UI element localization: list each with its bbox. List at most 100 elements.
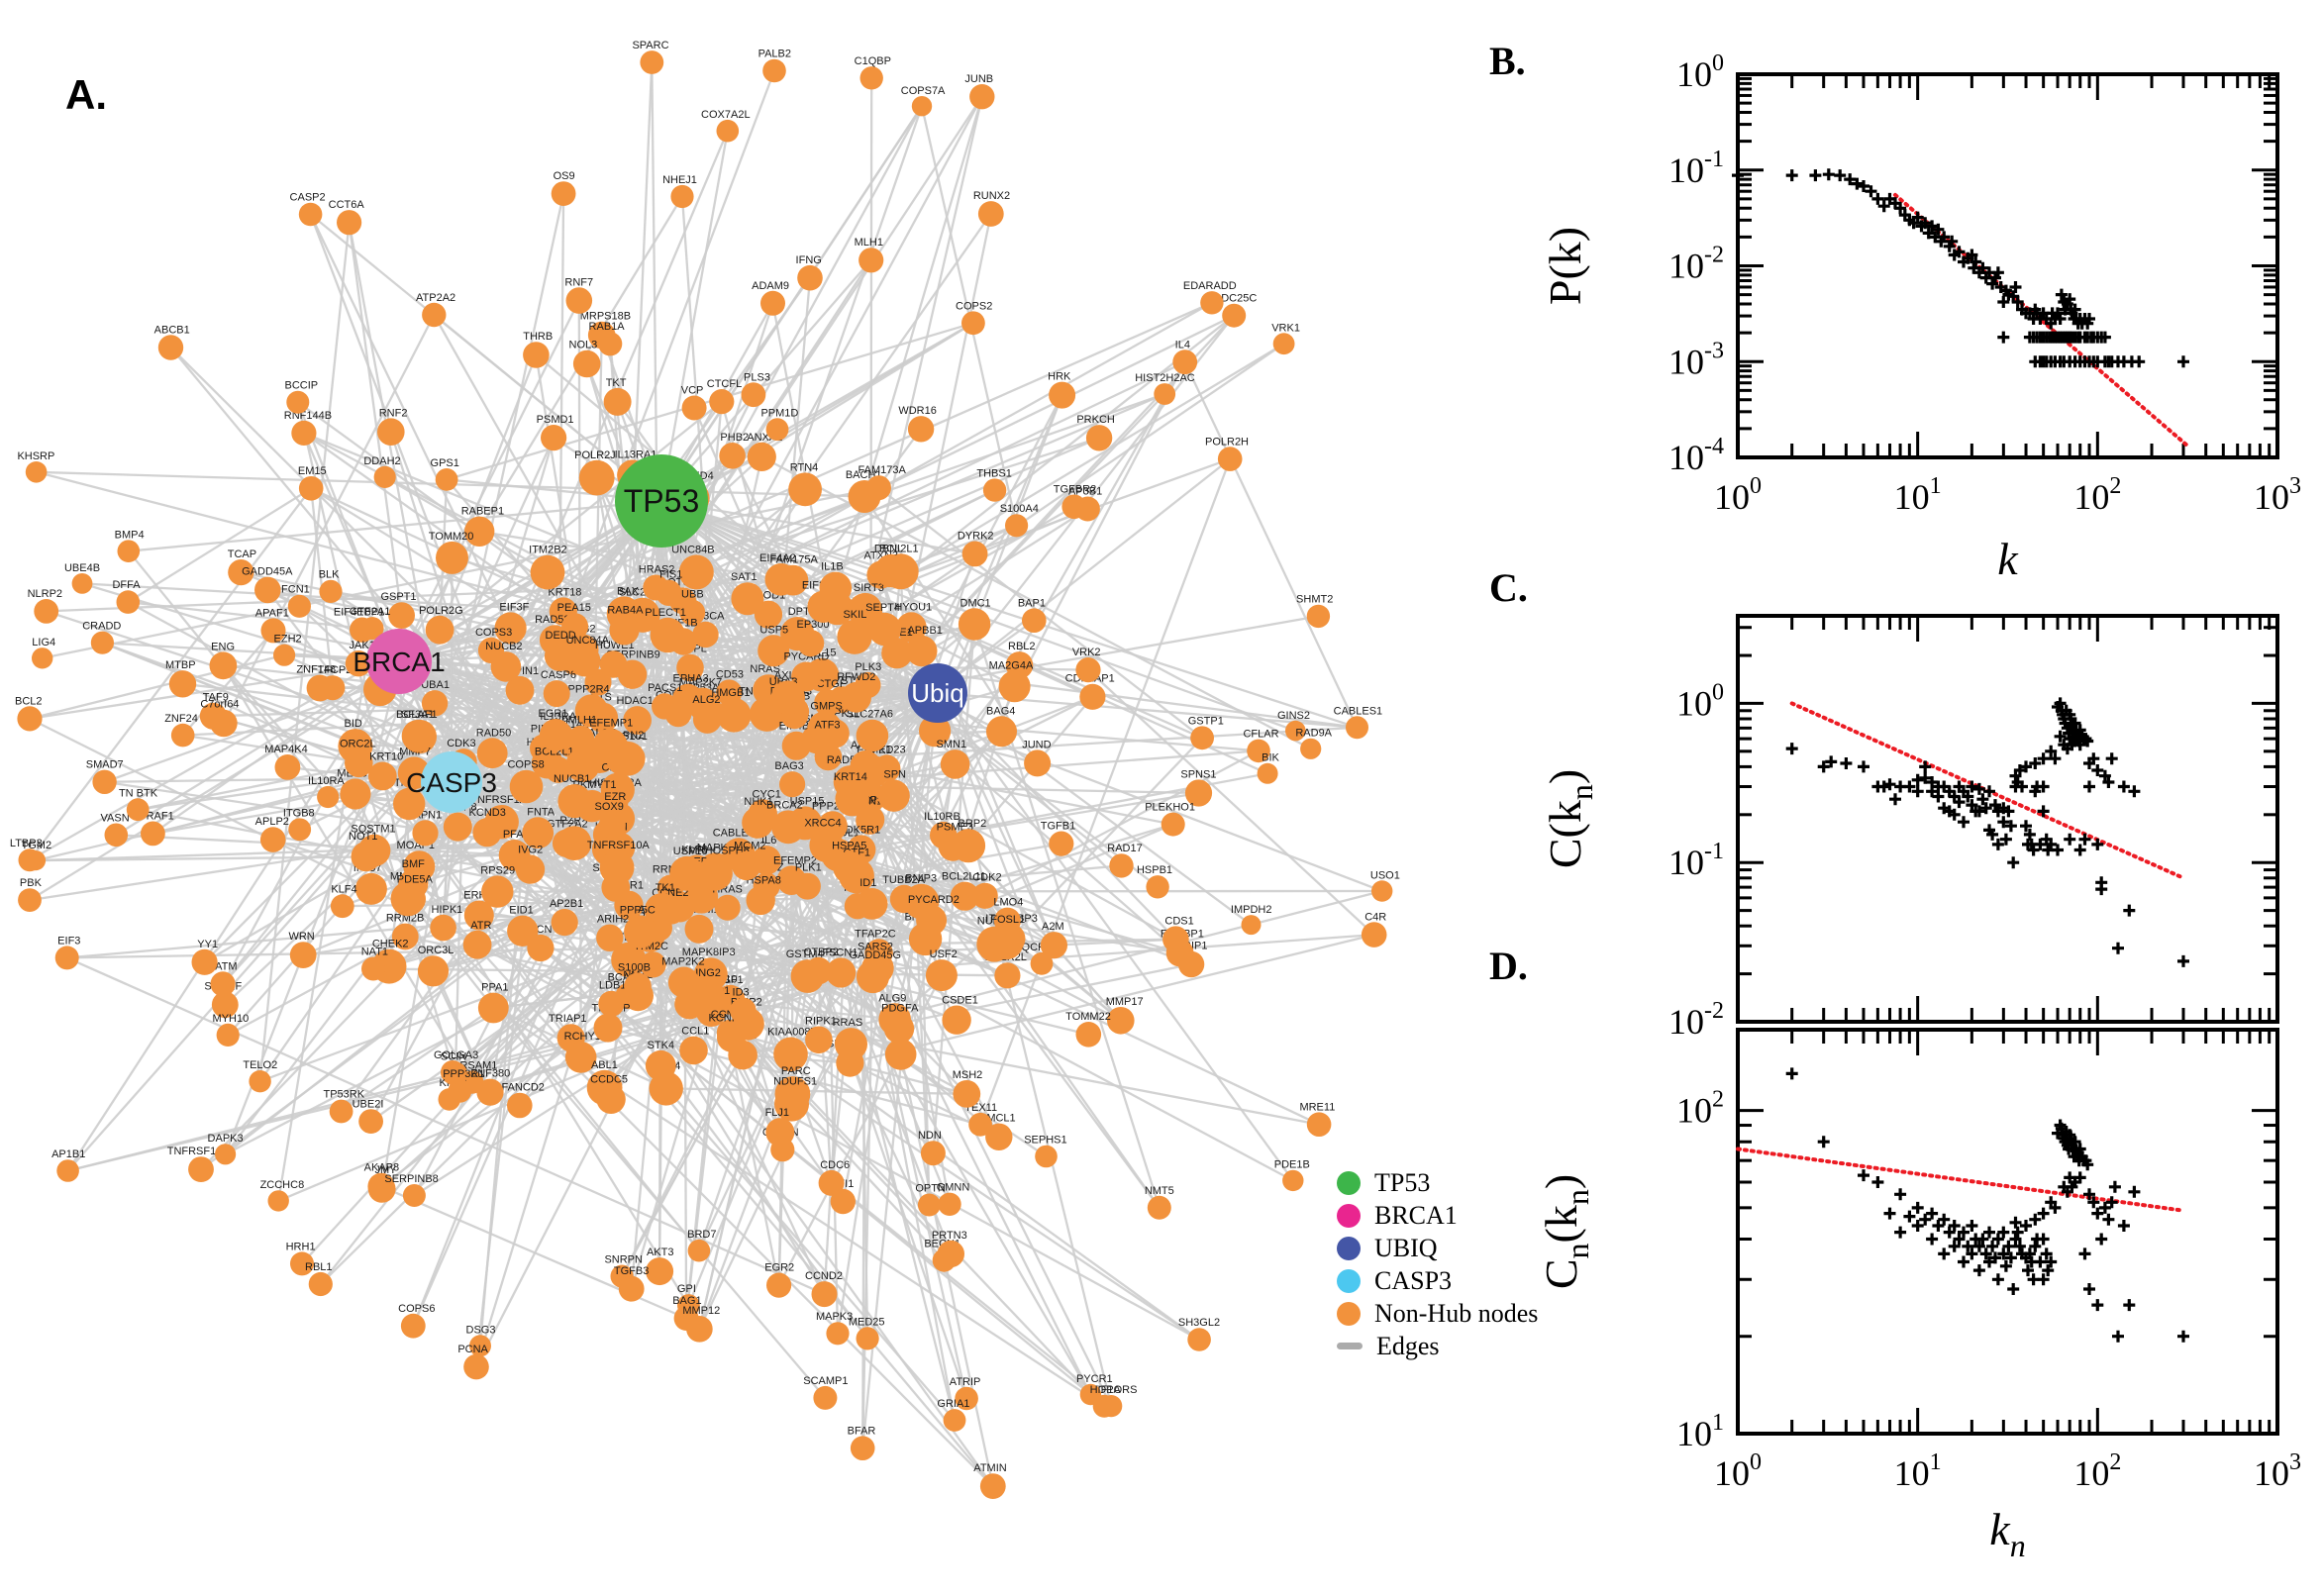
data-point [1911,1220,1924,1232]
gene-label: BCL2L1 [879,543,919,554]
network-node [317,785,340,809]
network-node [813,1385,838,1410]
gene-label: NLRP2 [28,588,62,600]
network-edge [407,898,495,1009]
data-point [2095,883,2108,896]
gene-label: LIG4 [32,637,55,648]
gene-label: USP15 [790,795,825,807]
network-node [71,573,93,594]
network-node [210,971,236,997]
gene-label: PPA1 [481,982,508,994]
gene-label: USP5 [759,624,788,636]
data-point [1926,1207,1939,1220]
gene-label: COPS6 [398,1303,435,1315]
network-node [260,618,286,644]
network-edge [632,457,1231,676]
x-axis-title: k [1997,534,2019,584]
network-node [953,1080,981,1108]
network-edge [899,570,1056,947]
network-edge [777,974,943,1286]
network-node [985,1123,1013,1151]
network-node [940,749,970,779]
gene-label: SPARC [632,40,668,51]
panel-label-b: B. [1489,39,1526,83]
network-node [477,992,509,1024]
network-edge [850,933,1374,1064]
gene-label: EIF3F [499,601,529,613]
network-edge [1183,361,1359,729]
gene-label: BNIP3 [905,873,937,885]
gene-label: IL6 [761,835,776,847]
network-node [826,957,857,988]
data-point [1877,200,1890,213]
network-node [779,771,806,798]
network-edge [747,866,851,1025]
network-node [773,1037,808,1072]
brca1-dot-icon [1337,1203,1361,1228]
data-point [1877,780,1890,793]
network-node [254,576,281,604]
data-point [1983,1226,1995,1239]
network-node [1187,1328,1211,1351]
data-point [2177,1330,2189,1343]
data-point [2083,780,2095,793]
gene-label: SNRPN [604,1254,643,1266]
gene-label: HRK [1048,371,1071,383]
data-point [1809,169,1822,182]
plot-frame [1736,614,2279,1024]
network-node [556,826,592,860]
gene-label: CFLAR [1243,729,1278,741]
gene-label: SHMT2 [1296,594,1333,606]
network-node [896,612,927,643]
data-point [2133,355,2146,368]
network-edge [825,845,840,1334]
data-point [1966,1220,1978,1232]
network-edge [277,628,374,1202]
gene-label: BCL2L14 [535,746,580,757]
gene-label: WDR16 [898,405,937,417]
network-edge [354,746,461,1092]
data-point [2123,1299,2136,1312]
network-panel: TP53RKKIAA0087THAP8CDC14BDSG3NTHL1VRK1GT… [10,40,1400,1499]
network-node [958,608,991,641]
gene-label: BIK [1262,752,1279,764]
data-point [2095,1233,2108,1246]
gene-label: UBE4B [64,562,100,574]
network-node [942,1005,971,1035]
data-point [2177,355,2189,368]
data-point [1926,1233,1939,1246]
gene-label: RABEP1 [461,506,504,518]
gene-label: PPP2R4 [567,683,609,695]
network-node [645,1049,676,1081]
network-node [856,959,890,994]
network-node [1030,951,1054,975]
network-node [421,690,449,717]
network-edge [729,845,969,1001]
gene-label: APAF1 [255,607,289,619]
network-node [797,264,823,291]
network-edge [1009,737,1203,940]
gene-label: SARS2 [858,942,893,953]
data-point [1991,1273,2004,1286]
network-edge [623,314,1235,616]
network-node [545,756,571,783]
gene-label: CASP2 [290,192,326,204]
axis-tick-label: 10-1 [1668,147,1724,190]
data-point [1983,785,1995,798]
gene-label: BCL2 [15,695,43,707]
network-node [684,914,714,944]
network-node [1247,739,1270,763]
network-edge [222,314,436,725]
axis-tick-label: 103 [2254,473,2301,517]
gene-label: ING2 [695,967,721,979]
network-edge [222,660,401,985]
gene-label: TFAP2C [855,928,896,940]
nonhub-dot-icon [1337,1301,1361,1326]
network-edge [398,586,656,663]
gene-label: LTBP3 [10,838,43,849]
network-edge [574,749,1260,803]
data-point [1785,1067,1798,1080]
network-node [425,615,454,645]
